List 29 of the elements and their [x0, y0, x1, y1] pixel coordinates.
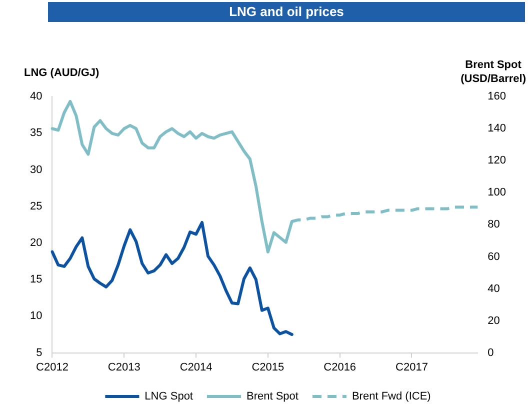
- x-tick-label: C2015: [252, 361, 284, 374]
- y2-tick-label: 160: [488, 90, 506, 103]
- y-tick-label: 30: [30, 164, 42, 176]
- x-tick-label: C2014: [180, 361, 212, 374]
- y2-axis-title: Brent Spot (USD/Barrel): [460, 58, 526, 86]
- y2-tick-label: 120: [488, 154, 506, 167]
- x-tick-label: C2017: [396, 361, 428, 374]
- y2-tick-label: 140: [488, 122, 506, 135]
- x-tick-label: C2012: [36, 361, 68, 374]
- y-tick-label: 20: [30, 237, 42, 250]
- y2-tick-label: 60: [488, 250, 500, 263]
- y2-tick-label: 100: [488, 186, 506, 199]
- y2-tick-label: 0: [488, 346, 494, 359]
- legend-label: Brent Spot: [246, 390, 298, 403]
- y-tick-label: 5: [36, 346, 42, 359]
- y2-tick-label: 20: [488, 314, 500, 327]
- y-tick-label: 25: [30, 200, 42, 212]
- x-tick-label: C2013: [108, 361, 140, 374]
- y2-tick-label: 40: [488, 282, 500, 295]
- chart-title: LNG and oil prices: [48, 2, 525, 22]
- y-tick-label: 10: [30, 310, 42, 322]
- x-tick-label: C2016: [324, 361, 356, 374]
- y-axis-title: LNG (AUD/GJ): [24, 66, 100, 80]
- y-tick-label: 40: [30, 90, 42, 103]
- legend-label: LNG Spot: [144, 390, 193, 403]
- y2-tick-label: 80: [488, 218, 500, 231]
- y-tick-label: 15: [30, 274, 42, 286]
- y-tick-label: 35: [30, 127, 42, 140]
- legend-label: Brent Fwd (ICE): [352, 390, 431, 403]
